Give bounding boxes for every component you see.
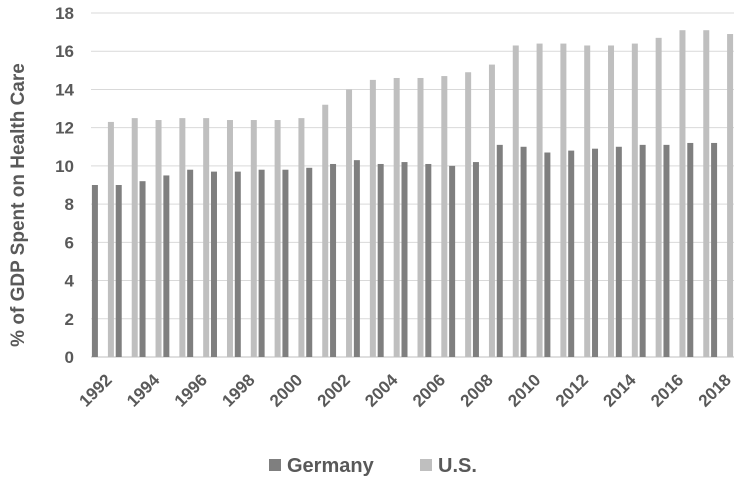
bar-us-2007 <box>465 72 472 357</box>
bar-us-2016 <box>679 30 686 357</box>
bar-germany-2018 <box>711 142 718 357</box>
bar-germany-2017 <box>687 142 694 357</box>
bar-us-1996 <box>203 118 210 357</box>
x-tick-label: 2016 <box>647 370 687 410</box>
x-tick-label: 2008 <box>457 370 497 410</box>
bar-germany-2006 <box>425 163 432 357</box>
bar-us-2014 <box>631 43 638 357</box>
bar-us-2008 <box>488 64 495 357</box>
y-tick-label: 16 <box>55 42 74 61</box>
bar-germany-2007 <box>449 165 456 357</box>
bar-germany-2013 <box>592 148 599 357</box>
bar-germany-2015 <box>639 144 646 357</box>
bar-germany-2016 <box>663 144 670 357</box>
y-tick-label: 0 <box>65 348 74 367</box>
bar-us-2000 <box>298 118 305 357</box>
bar-us-1995 <box>179 118 186 357</box>
bar-us-2012 <box>584 45 591 357</box>
legend-swatch-us <box>420 459 432 471</box>
x-tick-label: 1994 <box>123 370 164 411</box>
bar-us-1994 <box>155 120 162 358</box>
bar-germany-1992 <box>91 185 98 357</box>
bar-us-2013 <box>608 45 615 357</box>
bars <box>91 30 734 358</box>
bar-germany-1998 <box>234 171 241 357</box>
bar-germany-2010 <box>520 146 527 357</box>
bar-us-2018 <box>727 34 734 358</box>
legend-swatch-germany <box>269 459 281 471</box>
bar-germany-2001 <box>306 167 313 357</box>
bar-us-2006 <box>441 76 448 358</box>
y-tick-label: 18 <box>55 4 74 23</box>
bar-germany-1999 <box>258 169 265 357</box>
x-tick-label: 2018 <box>695 370 735 410</box>
x-tick-label: 2000 <box>266 370 306 410</box>
x-tick-label: 2002 <box>314 370 354 410</box>
bar-us-2001 <box>322 104 329 357</box>
y-tick-label: 14 <box>55 80 74 99</box>
bar-germany-1995 <box>163 175 170 357</box>
bar-us-1998 <box>250 120 257 358</box>
x-tick-label: 1992 <box>76 370 116 410</box>
y-tick-label: 12 <box>55 119 74 138</box>
bar-germany-2002 <box>330 163 337 357</box>
bar-germany-1993 <box>115 185 122 357</box>
x-tick-label: 2012 <box>552 370 592 410</box>
bar-us-2010 <box>536 43 543 357</box>
bar-us-2005 <box>417 77 424 357</box>
bar-germany-2012 <box>568 150 575 357</box>
legend-label-germany: Germany <box>287 455 375 477</box>
bar-germany-1997 <box>210 171 217 357</box>
bar-us-1993 <box>131 118 138 357</box>
bar-us-2015 <box>655 37 662 357</box>
y-tick-label: 10 <box>55 157 74 176</box>
bar-us-2004 <box>393 77 400 357</box>
bar-us-2017 <box>703 30 710 357</box>
bar-germany-2004 <box>377 163 384 357</box>
x-tick-label: 2010 <box>504 370 544 410</box>
y-tick-label: 4 <box>65 272 75 291</box>
bar-us-2009 <box>512 45 519 357</box>
bar-germany-2005 <box>401 162 408 357</box>
bar-germany-1996 <box>187 169 194 357</box>
x-tick-label: 1996 <box>171 370 211 410</box>
bar-germany-2008 <box>472 162 479 357</box>
legend: Germany U.S. <box>269 455 477 477</box>
bar-us-1992 <box>107 121 114 357</box>
x-tick-label: 2004 <box>361 370 402 411</box>
bar-germany-1994 <box>139 181 146 357</box>
bar-germany-2014 <box>615 146 622 357</box>
bar-us-1999 <box>274 120 281 358</box>
bar-us-2003 <box>369 79 376 357</box>
bar-us-2011 <box>560 43 567 357</box>
gridlines <box>91 12 734 358</box>
bar-us-2002 <box>346 89 353 357</box>
y-tick-label: 8 <box>65 195 74 214</box>
x-tick-label: 2014 <box>599 370 640 411</box>
bar-germany-2011 <box>544 152 551 357</box>
y-axis-title: % of GDP Spent on Health Care <box>8 63 29 347</box>
x-tick-label: 2006 <box>409 370 449 410</box>
x-axis-ticks: 1992 1994 1996 1998 2000 2002 2004 2006 2008 2010… <box>76 370 735 411</box>
bar-germany-2000 <box>282 169 289 357</box>
x-tick-label: 1998 <box>218 370 258 410</box>
bar-germany-2003 <box>353 160 360 357</box>
y-tick-label: 2 <box>65 310 74 329</box>
y-tick-label: 6 <box>65 233 74 252</box>
bar-germany-2009 <box>496 144 503 357</box>
legend-label-us: U.S. <box>438 455 477 477</box>
y-axis-ticks: 0 2 4 6 8 10 12 14 16 18 <box>55 4 74 367</box>
bar-us-1997 <box>226 120 233 358</box>
